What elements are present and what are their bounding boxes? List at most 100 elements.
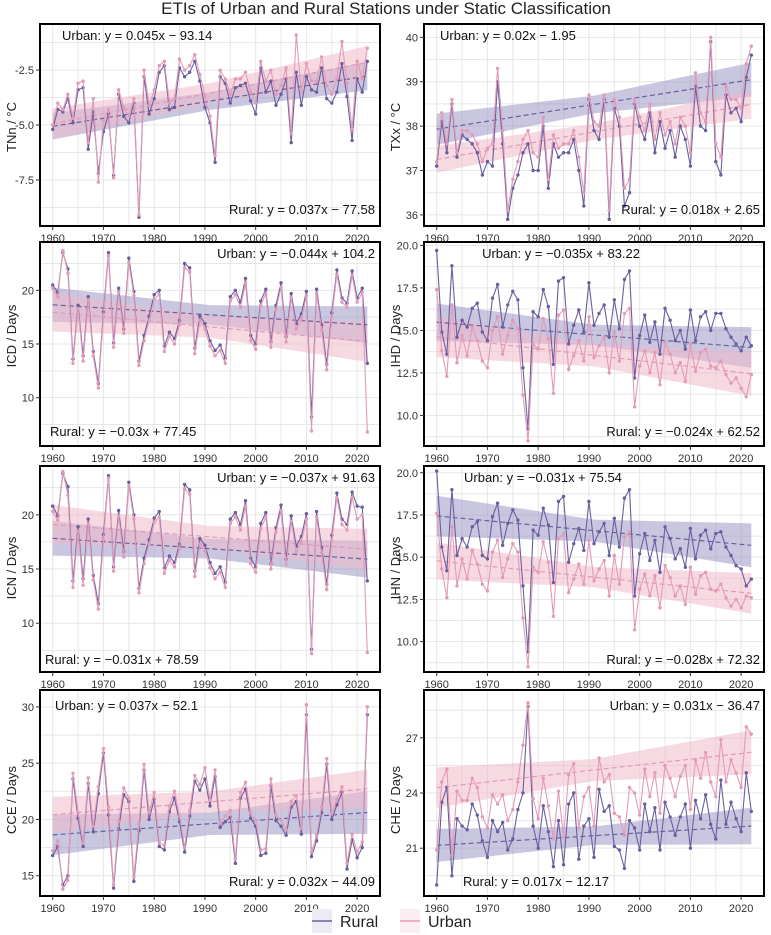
- panel-ihd-rural-point: [480, 330, 485, 334]
- panel-icd-urban-point: [253, 347, 258, 352]
- panel-icd-x-tick-label: 1970: [91, 453, 115, 465]
- panel-txx-rural-point: [566, 151, 571, 155]
- panel-icd-rural-point: [218, 343, 222, 347]
- panel-ihn-rural-point: [663, 525, 667, 529]
- panel-ihd-rural-point: [440, 330, 444, 334]
- panel-tnn-urban-point: [182, 68, 187, 72]
- panel-che-rural-point: [673, 833, 677, 838]
- panel-icn-rural-point: [116, 508, 121, 513]
- panel-ihn-urban-trend-line: [436, 560, 752, 594]
- panel-che-rural-point: [556, 818, 561, 823]
- panel-txx-urban-point: [668, 119, 672, 124]
- panel-icn-x-tick-label: 1970: [91, 679, 115, 691]
- panel-ihd: 10.0 12.5 15.0 17.5 20.0 1960 1970 1980 1990 2000…: [388, 240, 765, 465]
- panel-ihn-urban-point: [592, 579, 596, 583]
- panel-che-urban-point: [627, 785, 632, 790]
- panel-ihd-urban-point: [531, 342, 535, 346]
- panel-ihd-rural-point: [653, 320, 657, 324]
- panel-che-x-tick-label: 1990: [577, 903, 601, 915]
- panel-ihn-rural-point: [587, 499, 591, 504]
- panel-che-rural-point: [714, 837, 718, 841]
- panel-ihd-plot: 10.0 12.5 15.0 17.5 20.0 1960 1970 1980 1990 2000…: [397, 240, 765, 465]
- panel-cce-ylabel: CCE / Days: [4, 766, 19, 834]
- panel-che-urban-point: [475, 785, 479, 790]
- panel-tnn-urban-point: [101, 118, 106, 123]
- panel-txx-urban-point: [526, 128, 530, 133]
- panel-ihn-rural-point: [582, 548, 586, 553]
- panel-tnn-urban-point: [137, 213, 141, 217]
- panel-icd-urban-point: [61, 248, 65, 253]
- panel-ihd-urban-point: [541, 316, 545, 321]
- panel-cce-rural-point: [111, 886, 116, 890]
- panel-che-rural-point: [566, 802, 571, 806]
- panel-txx-rural-point: [475, 151, 479, 155]
- panel-ihd-rural-point: [536, 315, 540, 319]
- panel-txx-urban-point: [450, 97, 454, 102]
- panel-ihn-urban-point: [698, 574, 703, 578]
- panel-ihd-urban-point: [455, 361, 459, 365]
- panel-txx-urban-point: [495, 66, 500, 71]
- panel-txx-urban-point: [637, 115, 642, 119]
- panel-che-rural-point: [668, 815, 672, 819]
- panel-tnn-urban-point: [71, 116, 75, 121]
- panel-ihn-urban-point: [587, 538, 591, 542]
- panel-che-rural-point: [683, 802, 688, 806]
- panel-tnn-urban-point: [177, 57, 182, 61]
- panel-txx-urban-point: [490, 142, 495, 146]
- panel-tnn-urban-point: [193, 53, 197, 57]
- panel-ihn-rural-point: [709, 547, 713, 551]
- panel-che-urban-point: [693, 758, 698, 762]
- panel-ihn-rural-point: [739, 567, 743, 571]
- panel-ihd-x-tick-label: 2020: [729, 453, 753, 465]
- panel-icn-urban-point: [213, 577, 217, 581]
- panel-ihd-rural-point: [693, 338, 698, 343]
- panel-che-urban-point: [724, 780, 728, 784]
- panel-tnn-rural-point: [248, 99, 253, 103]
- panel-icd-urban-point: [279, 285, 283, 289]
- panel-tnn-urban-point: [360, 77, 364, 81]
- panel-icn-y-tick-label: 20: [22, 510, 34, 522]
- panel-ihd-urban-point: [516, 327, 520, 331]
- panel-icd-urban-point: [259, 303, 263, 308]
- panel-txx-rural-point: [536, 168, 540, 173]
- panel-icn-urban-point: [314, 515, 319, 519]
- panel-icn-urban-point: [228, 521, 232, 526]
- panel-che-rural-point: [475, 813, 479, 817]
- panel-txx-frame: [423, 23, 765, 227]
- panel-ihn-rural-point: [455, 553, 459, 558]
- panel-txx-rural-point: [607, 217, 611, 222]
- panel-ihn-rural-point: [536, 533, 540, 537]
- panel-cce-rural-point: [91, 830, 95, 834]
- panel-icd-urban-point: [299, 317, 304, 322]
- panel-ihn-rural-point: [744, 584, 748, 588]
- panel-ihn-rural-point: [637, 552, 642, 556]
- panel-cce-rural-point: [162, 848, 167, 852]
- panel-icd-urban-point: [350, 273, 354, 277]
- panel-icn-rural-point: [314, 509, 319, 514]
- panel-ihd-x-tick-label: 2000: [627, 453, 651, 465]
- panel-che-urban-point: [556, 789, 561, 793]
- panel-ihn-x-tick-label: 1980: [526, 679, 550, 691]
- panel-cce-x-tick-label: 2020: [345, 903, 369, 915]
- panel-icd-urban-point: [355, 300, 359, 304]
- panel-txx-rural-point: [531, 168, 535, 173]
- panel-cce-urban-point: [304, 702, 309, 707]
- panel-tnn-urban-point: [198, 72, 202, 77]
- panel-txx-y-tick-label: 36: [406, 210, 418, 222]
- panel-ihd-urban-point: [506, 333, 510, 338]
- panel-ihd-urban-point: [602, 335, 606, 339]
- panel-txx-rural-point: [561, 151, 566, 155]
- panel-ihn-urban-point: [648, 594, 652, 598]
- panel-ihn-rural-point: [450, 487, 454, 492]
- panel-ihd-urban-point: [526, 439, 530, 443]
- panel-cce-urban-point: [127, 796, 131, 800]
- panel-icd-rural-point: [264, 287, 268, 291]
- panel-icd-rural-point: [116, 286, 121, 290]
- panel-txx-urban-point: [617, 115, 622, 119]
- panel-ihd-urban-point: [673, 371, 677, 375]
- panel-cce-urban-point: [253, 818, 258, 823]
- panel-ihd-rural-point: [627, 269, 632, 273]
- panel-ihd-urban-point: [739, 386, 743, 390]
- panel-cce-urban-equation: Urban: y = 0.037x − 52.1: [55, 698, 198, 713]
- panel-ihd-urban-point: [592, 355, 596, 360]
